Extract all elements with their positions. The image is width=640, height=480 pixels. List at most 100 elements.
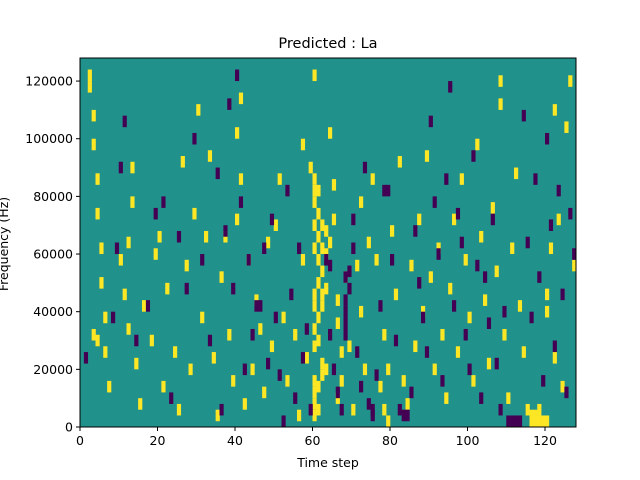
heatmap-cell-low (176, 230, 182, 243)
heatmap-cell-low (560, 288, 565, 301)
heatmap-cell-high (355, 259, 360, 272)
heatmap-cell-high (312, 323, 317, 335)
heatmap-cell-high (316, 334, 321, 347)
heatmap-cell-high (87, 69, 92, 82)
heatmap-cell-high (359, 196, 364, 208)
heatmap-cell-low (273, 311, 278, 324)
heatmap-cell-high (231, 375, 236, 387)
heatmap-cell-high (572, 259, 577, 272)
heatmap-cell-low (114, 242, 120, 255)
heatmap-cell-low (401, 409, 406, 422)
heatmap-cell-high (335, 392, 340, 404)
heatmap-cell-low (448, 81, 453, 93)
heatmap-cell-high (320, 242, 325, 255)
heatmap-cell-high (502, 328, 507, 341)
heatmap-cell-low (529, 311, 534, 324)
heatmap-cell-high (316, 403, 321, 416)
heatmap-cell-low (223, 225, 228, 237)
heatmap-cell-high (207, 150, 213, 162)
heatmap-cell-high (173, 346, 178, 358)
heatmap-cell-high (320, 219, 325, 231)
heatmap-cell-high (320, 357, 325, 370)
heatmap-cell-high (475, 138, 480, 151)
heatmap-cell-low (351, 242, 356, 255)
heatmap-cell-low (459, 236, 464, 249)
heatmap-cell-high (95, 207, 100, 220)
heatmap-cell-high (157, 230, 162, 243)
heatmap-cell-high (324, 225, 329, 237)
heatmap-cell-low (184, 282, 189, 295)
heatmap-cell-high (149, 334, 154, 347)
heatmap-cell-high (99, 277, 104, 289)
heatmap-cell-high (312, 219, 317, 231)
heatmap-cell-high (533, 409, 538, 422)
heatmap-cell-low (556, 184, 561, 197)
heatmap-cell-high (339, 346, 344, 358)
heatmap-cell-low (227, 98, 232, 110)
heatmap-cell-high (467, 311, 472, 324)
heatmap-cell-low (231, 282, 236, 295)
heatmap-cell-high (227, 328, 232, 341)
heatmap-cell-high (328, 236, 333, 249)
heatmap-cell-low (328, 328, 333, 341)
y-tick-label: 60000 (33, 247, 73, 262)
heatmap-cell-high (285, 375, 290, 387)
x-tick-label: 100 (456, 433, 480, 448)
heatmap-cell-high (545, 288, 550, 301)
heatmap-cell-high (552, 104, 557, 116)
heatmap-cell-high (99, 242, 104, 255)
heatmap-cell-high (397, 156, 402, 168)
heatmap-cell-low (467, 363, 472, 376)
heatmap-cell-low (421, 311, 426, 324)
heatmap-cell-high (192, 207, 197, 220)
heatmap-cell-low (83, 352, 89, 364)
heatmap-cell-low (207, 334, 213, 347)
heatmap-cell-high (471, 375, 476, 387)
heatmap-cell-low (541, 375, 546, 387)
heatmap-cell-high (95, 173, 100, 185)
heatmap-cell-high (529, 409, 534, 422)
heatmap-cell-high (304, 352, 309, 364)
heatmap-cell-high (300, 138, 306, 151)
heatmap-cell-high (424, 150, 430, 162)
x-tick-label: 80 (382, 433, 398, 448)
heatmap-cell-high (165, 282, 170, 295)
heatmap-cell-high (312, 242, 317, 255)
heatmap-cell-low (405, 409, 410, 422)
heatmap-cell-high (328, 127, 333, 139)
heatmap-cell-high (161, 380, 166, 393)
heatmap-cell-high (510, 242, 515, 255)
heatmap-cell-low (266, 357, 271, 370)
heatmap-cell-low (122, 115, 127, 128)
heatmap-cell-high (312, 173, 317, 185)
heatmap-cell-low (169, 392, 174, 404)
heatmap-cell-high (91, 109, 96, 122)
y-tick-label: 120000 (25, 74, 73, 89)
heatmap-cell-low (343, 294, 348, 306)
heatmap-cell-low (370, 409, 375, 422)
heatmap-cell-low (153, 207, 158, 220)
heatmap-cell-high (254, 294, 259, 306)
heatmap-cell-high (316, 184, 321, 197)
heatmap-cell-high (277, 173, 282, 185)
heatmap-cell-high (107, 380, 112, 393)
heatmap-cell-low (351, 213, 356, 226)
heatmap-cell-high (103, 311, 108, 324)
y-axis-label: Frequency (Hz) (0, 197, 11, 291)
heatmap-cell-high (238, 173, 244, 185)
heatmap-cell-low (308, 403, 313, 416)
heatmap-cell-high (533, 415, 538, 427)
heatmap-cell-high (359, 305, 364, 318)
heatmap-cell-high (312, 375, 317, 387)
heatmap-cell-high (316, 207, 321, 220)
heatmap-cell-high (386, 363, 391, 376)
heatmap-cell-high (142, 300, 147, 312)
heatmap-cell-high (382, 403, 387, 416)
y-tick-label: 20000 (33, 362, 73, 377)
heatmap-cell-low (409, 386, 414, 399)
heatmap-cell-high (184, 259, 189, 272)
heatmap-cell-high (316, 277, 321, 289)
heatmap-cell-low (219, 403, 224, 416)
heatmap-cell-high (312, 398, 317, 410)
heatmap-cell-high (200, 311, 205, 324)
